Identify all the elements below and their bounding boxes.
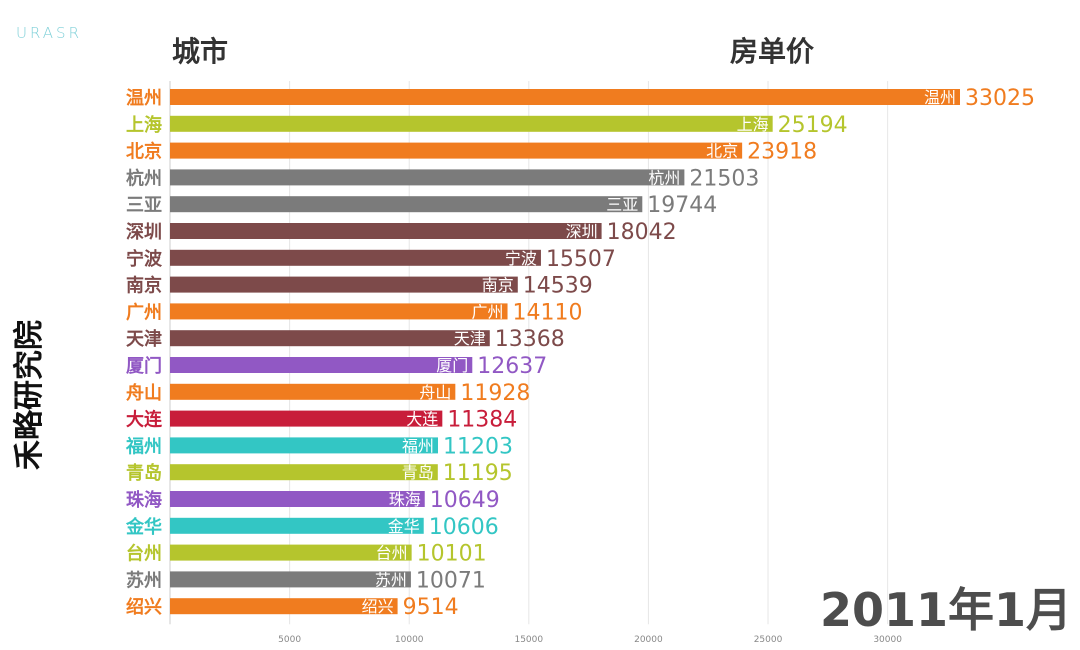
value-label: 21503 bbox=[689, 166, 759, 191]
category-label: 舟山 bbox=[126, 382, 162, 404]
value-label: 10071 bbox=[416, 568, 486, 593]
bar bbox=[170, 464, 438, 481]
value-label: 25194 bbox=[778, 113, 848, 138]
category-label: 温州 bbox=[126, 88, 162, 109]
bar-inside-label: 厦门 bbox=[436, 356, 468, 375]
x-tick-label: 30000 bbox=[873, 635, 902, 645]
bar bbox=[170, 571, 411, 588]
category-label: 苏州 bbox=[126, 569, 162, 591]
category-label: 北京 bbox=[126, 141, 162, 163]
bar-inside-label: 温州 bbox=[924, 88, 956, 107]
bar bbox=[170, 357, 473, 373]
bar-inside-label: 杭州 bbox=[648, 168, 680, 187]
category-label: 厦门 bbox=[126, 355, 162, 377]
bar-inside-label: 福州 bbox=[402, 436, 434, 455]
category-label: 金华 bbox=[125, 516, 162, 538]
value-label: 12637 bbox=[477, 354, 547, 379]
bar-inside-label: 台州 bbox=[376, 544, 408, 563]
category-label: 南京 bbox=[126, 275, 162, 297]
date-label: 2011年1月 bbox=[820, 583, 1073, 637]
value-label: 11384 bbox=[447, 408, 517, 433]
bar-inside-label: 天津 bbox=[454, 329, 486, 348]
value-label: 13368 bbox=[495, 327, 565, 352]
category-label: 深圳 bbox=[126, 221, 162, 243]
bar-inside-label: 大连 bbox=[406, 410, 438, 429]
bar bbox=[170, 142, 743, 159]
bar-inside-label: 三亚 bbox=[606, 195, 638, 214]
bar bbox=[170, 115, 773, 132]
value-label: 10649 bbox=[430, 488, 500, 513]
x-tick-label: 5000 bbox=[278, 635, 301, 645]
value-label: 11203 bbox=[443, 434, 513, 459]
bar bbox=[170, 223, 602, 239]
bar bbox=[170, 491, 425, 507]
bar-inside-label: 深圳 bbox=[566, 222, 598, 241]
category-label: 绍兴 bbox=[126, 596, 162, 618]
x-tick-label: 10000 bbox=[395, 635, 424, 645]
bar bbox=[170, 383, 456, 400]
category-label: 青岛 bbox=[126, 462, 162, 484]
category-label: 上海 bbox=[126, 114, 162, 136]
value-label: 23918 bbox=[747, 140, 817, 165]
bar-inside-label: 珠海 bbox=[389, 490, 421, 509]
x-tick-label: 15000 bbox=[514, 635, 543, 645]
bar bbox=[170, 196, 643, 213]
value-label: 14110 bbox=[513, 300, 583, 325]
category-label: 珠海 bbox=[126, 489, 162, 511]
bar-inside-label: 北京 bbox=[706, 142, 738, 161]
value-label: 33025 bbox=[965, 86, 1035, 111]
bar bbox=[170, 598, 398, 615]
value-label: 11928 bbox=[460, 381, 530, 406]
bar-inside-label: 苏州 bbox=[375, 570, 407, 589]
bar bbox=[170, 410, 443, 427]
bar-inside-label: 宁波 bbox=[505, 249, 537, 268]
category-label: 广州 bbox=[126, 301, 162, 323]
category-label: 三亚 bbox=[126, 195, 162, 216]
bar bbox=[170, 89, 960, 105]
bar bbox=[170, 544, 412, 561]
bar bbox=[170, 437, 438, 454]
bar-inside-label: 广州 bbox=[472, 302, 504, 321]
brand-logo: URASR bbox=[16, 24, 82, 42]
bar bbox=[170, 330, 490, 347]
bar bbox=[170, 249, 541, 266]
x-tick-label: 25000 bbox=[754, 635, 783, 645]
bar-inside-label: 绍兴 bbox=[362, 597, 394, 616]
price-column-header: 房单价 bbox=[730, 35, 815, 68]
bar-inside-label: 青岛 bbox=[402, 463, 434, 482]
bar-inside-label: 上海 bbox=[737, 115, 769, 134]
bar-inside-label: 南京 bbox=[482, 276, 514, 295]
value-label: 10606 bbox=[429, 515, 499, 540]
value-label: 19744 bbox=[647, 193, 717, 218]
bar bbox=[170, 517, 424, 534]
value-label: 11195 bbox=[443, 461, 513, 486]
category-label: 大连 bbox=[126, 409, 163, 431]
category-label: 杭州 bbox=[126, 167, 162, 189]
bar bbox=[170, 276, 518, 293]
bar-inside-label: 金华 bbox=[388, 517, 420, 536]
bar bbox=[170, 169, 685, 186]
value-label: 9514 bbox=[403, 595, 459, 620]
value-label: 18042 bbox=[607, 220, 677, 245]
category-label: 天津 bbox=[126, 328, 162, 350]
category-label: 福州 bbox=[125, 435, 162, 457]
category-label: 台州 bbox=[126, 543, 162, 565]
category-label: 宁波 bbox=[126, 248, 163, 270]
city-column-header: 城市 bbox=[172, 35, 229, 68]
value-label: 10101 bbox=[417, 542, 487, 567]
bar bbox=[170, 303, 508, 320]
x-tick-label: 20000 bbox=[634, 635, 663, 645]
value-label: 14539 bbox=[523, 274, 593, 299]
bar-inside-label: 舟山 bbox=[419, 383, 451, 402]
value-label: 15507 bbox=[546, 247, 616, 272]
